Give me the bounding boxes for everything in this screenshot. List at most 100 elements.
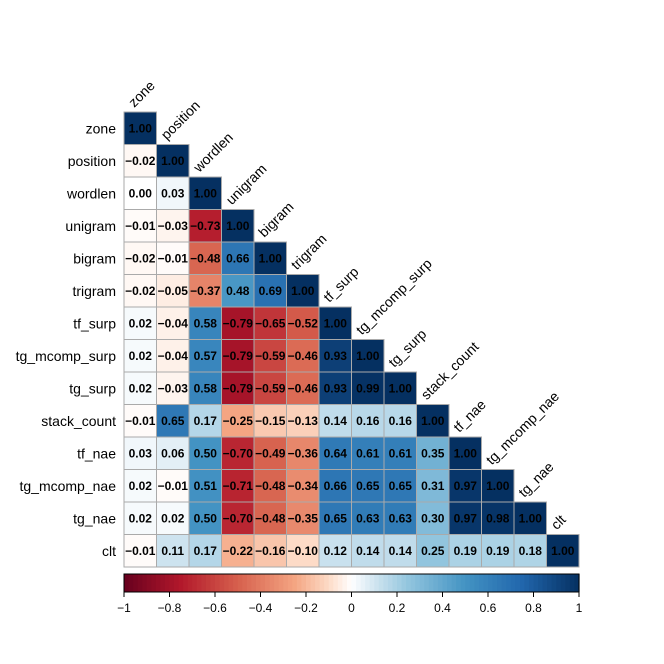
cell-tg_mcomp_nae-position (156, 469, 190, 503)
row-label-clt: clt (102, 543, 116, 559)
cell-value-tg_mcomp_nae-stack_count: 0.31 (421, 479, 445, 493)
colorbar-segment (474, 574, 480, 592)
cell-tg_nae-tf_surp (318, 501, 352, 535)
cell-clt-bigram (253, 534, 287, 568)
cell-stack_count-unigram (221, 404, 255, 438)
cell-value-tg_mcomp_surp-tf_surp: 0.93 (324, 349, 348, 363)
colorbar-segment (542, 574, 548, 592)
cell-value-tf_surp-zone: 0.02 (129, 316, 153, 330)
colorbar-segment (519, 574, 525, 592)
cell-trigram-trigram (286, 274, 320, 308)
colorbar-segment (433, 574, 439, 592)
cell-stack_count-bigram (253, 404, 287, 438)
row-label-wordlen: wordlen (66, 185, 116, 201)
colorbar-segment (460, 574, 466, 592)
colorbar-segment (301, 574, 307, 592)
colorbar-segment (224, 574, 230, 592)
cell-value-tg_surp-bigram: −0.59 (255, 381, 286, 395)
cell-value-tf_nae-stack_count: 0.35 (421, 446, 445, 460)
cell-tf_nae-tg_surp (383, 436, 417, 470)
cell-value-tg_mcomp_surp-tg_mcomp_surp: 1.00 (356, 349, 380, 363)
cell-value-tf_nae-trigram: −0.36 (288, 446, 319, 460)
cell-stack_count-tg_mcomp_surp (351, 404, 385, 438)
cell-value-bigram-wordlen: −0.48 (190, 251, 221, 265)
cell-value-tg_nae-tg_surp: 0.63 (389, 511, 413, 525)
cell-trigram-unigram (221, 274, 255, 308)
colorbar-segment (342, 574, 348, 592)
colorbar-segment (437, 574, 444, 592)
colorbar-segment (351, 574, 357, 592)
colorbar-segment (565, 574, 571, 592)
cell-stack_count-zone (123, 404, 157, 438)
cell-clt-position (156, 534, 190, 568)
cell-value-clt-tf_nae: 0.19 (454, 544, 478, 558)
cell-tg_mcomp_surp-wordlen (188, 339, 222, 373)
cell-value-trigram-bigram: 0.69 (259, 284, 283, 298)
colorbar-segment (483, 574, 489, 592)
cell-value-stack_count-trigram: −0.13 (288, 414, 319, 428)
cell-value-tf_nae-wordlen: 0.50 (194, 446, 218, 460)
cell-stack_count-position (156, 404, 190, 438)
colorbar-segment (260, 574, 266, 592)
cell-value-bigram-unigram: 0.66 (226, 251, 250, 265)
cell-value-tg_mcomp_nae-tf_nae: 0.97 (454, 479, 478, 493)
cell-value-bigram-zone: −0.02 (125, 251, 156, 265)
colorbar-segment (551, 574, 557, 592)
cell-value-stack_count-stack_count: 1.00 (421, 414, 445, 428)
col-label-bigram: bigram (255, 199, 297, 241)
colorbar-segment (164, 574, 171, 592)
colorbar-segment (333, 574, 339, 592)
cell-value-position-position: 1.00 (161, 154, 185, 168)
cell-value-trigram-unigram: 0.48 (226, 284, 250, 298)
cell-tg_mcomp_nae-stack_count (416, 469, 450, 503)
cell-value-stack_count-bigram: −0.15 (255, 414, 286, 428)
colorbar-segment (178, 574, 184, 592)
col-label-tg_nae: tg_nae (515, 458, 557, 500)
cell-value-tf_nae-tg_surp: 0.61 (389, 446, 413, 460)
cell-value-tg_mcomp_nae-position: −0.01 (158, 479, 189, 493)
cell-value-tg_nae-unigram: −0.70 (223, 511, 254, 525)
row-label-tg_mcomp_nae: tg_mcomp_nae (19, 478, 116, 494)
colorbar-segment (574, 574, 580, 592)
colorbar-segment (133, 574, 139, 592)
colorbar-segment (210, 574, 216, 592)
cell-stack_count-tg_surp (383, 404, 417, 438)
colorbar-segment (497, 574, 503, 592)
colorbar-segment (183, 574, 189, 592)
cell-value-tg_nae-wordlen: 0.50 (194, 511, 218, 525)
cell-value-tg_nae-stack_count: 0.30 (421, 511, 445, 525)
cell-tg_mcomp_nae-tf_surp (318, 469, 352, 503)
cell-value-tf_nae-unigram: −0.70 (223, 446, 254, 460)
col-label-tg_mcomp_surp: tg_mcomp_surp (353, 255, 435, 337)
colorbar-segment (406, 574, 412, 592)
cell-clt-tg_nae (513, 534, 547, 568)
cell-value-tg_mcomp_nae-trigram: −0.34 (288, 479, 319, 493)
colorbar-segment (192, 574, 198, 592)
row-label-trigram: trigram (72, 283, 116, 299)
row-label-zone: zone (86, 120, 117, 136)
colorbar-segment (524, 574, 530, 592)
cell-value-tf_surp-tf_surp: 1.00 (324, 316, 348, 330)
colorbar-segment (378, 574, 384, 592)
col-label-wordlen: wordlen (189, 129, 236, 176)
col-label-trigram: trigram (288, 231, 330, 273)
cell-value-stack_count-tg_mcomp_surp: 0.16 (356, 414, 380, 428)
row-label-tf_surp: tf_surp (73, 315, 116, 331)
colorbar-segment (251, 574, 257, 592)
colorbar-segment (155, 574, 161, 592)
cell-value-tg_mcomp_nae-unigram: −0.71 (223, 479, 254, 493)
colorbar-segment (274, 574, 280, 592)
cell-value-tg_mcomp_nae-bigram: −0.48 (255, 479, 286, 493)
cell-value-clt-zone: −0.01 (125, 544, 156, 558)
colorbar-segment (283, 574, 289, 592)
cell-tg_mcomp_surp-zone (123, 339, 157, 373)
cell-value-tg_mcomp_surp-wordlen: 0.57 (194, 349, 218, 363)
colorbar-segment (447, 574, 453, 592)
cell-tg_surp-trigram (286, 371, 320, 405)
colorbar-segment (287, 574, 293, 592)
row-labels: zone position wordlen unigram bigram trigram t… (16, 120, 117, 559)
cell-clt-zone (123, 534, 157, 568)
colorbar-segment (337, 574, 343, 592)
cell-clt-wordlen (188, 534, 222, 568)
